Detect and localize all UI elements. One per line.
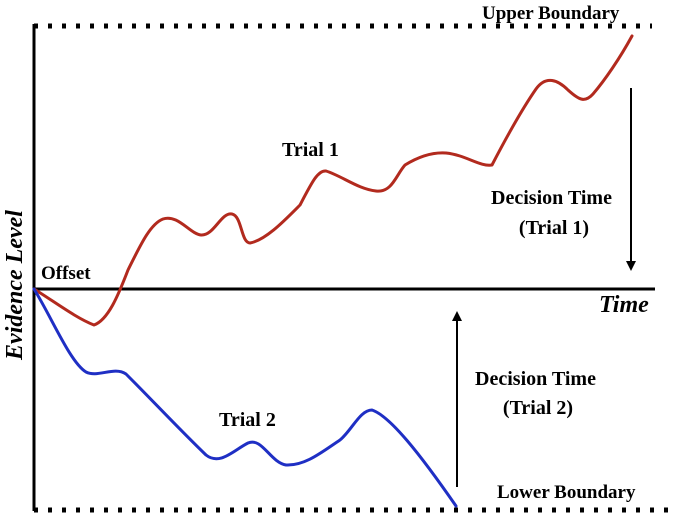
trial-1-label: Trial 1 (282, 139, 339, 161)
decision-time-2-line2: (Trial 2) (503, 397, 573, 419)
decision-time-1-line1: Decision Time (491, 187, 612, 209)
decision-time-2-line1: Decision Time (475, 368, 596, 390)
offset-label: Offset (41, 263, 91, 284)
trial-2-label: Trial 2 (219, 409, 276, 431)
decision-time-2-label: Decision Time (Trial 2) (475, 368, 601, 419)
y-axis-label: Evidence Level (2, 210, 28, 361)
upper-boundary-label: Upper Boundary (482, 3, 620, 24)
time-axis-label: Time (599, 292, 649, 318)
trial-1-path (32, 34, 634, 327)
lower-boundary-label: Lower Boundary (497, 482, 636, 503)
decision-time-1-label: Decision Time (Trial 1) (491, 187, 617, 239)
trial-2-path (32, 287, 458, 508)
decision-time-1-line2: (Trial 1) (519, 217, 589, 239)
